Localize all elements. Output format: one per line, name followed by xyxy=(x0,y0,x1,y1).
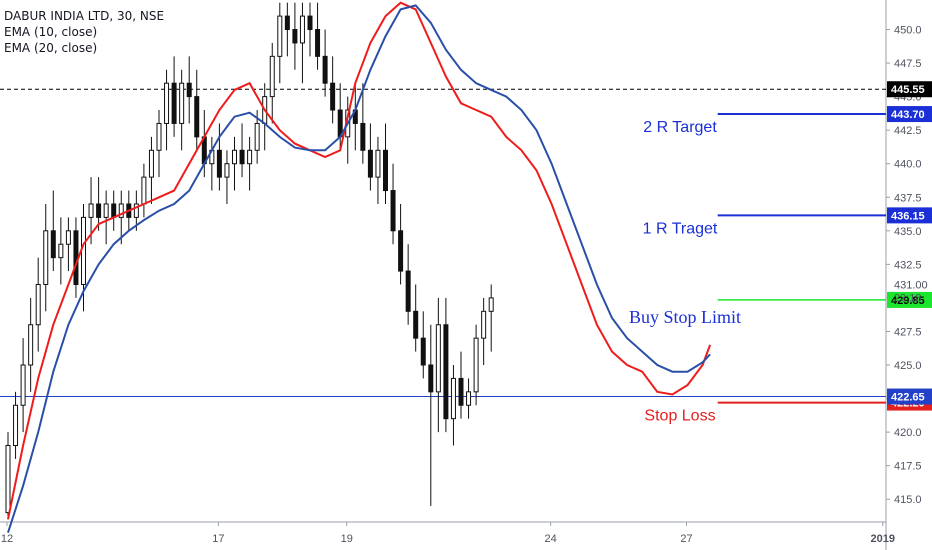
candle-body xyxy=(224,163,230,178)
candle-body xyxy=(194,96,200,138)
price-tick-label: 415.0 xyxy=(894,494,922,506)
candle-body xyxy=(247,149,253,165)
price-tick-label: 437.5 xyxy=(894,192,922,204)
countdown-label: 23:18 xyxy=(894,292,922,304)
ema-line-slow xyxy=(7,4,711,534)
candle-body xyxy=(458,377,464,406)
candle-body xyxy=(481,310,487,339)
candle-body xyxy=(443,324,449,420)
candle-body xyxy=(428,364,434,393)
candle-body xyxy=(96,203,102,218)
candle-body xyxy=(111,203,117,218)
candle-body xyxy=(103,203,109,218)
price-tick-label: 442.5 xyxy=(894,125,922,137)
candle-body xyxy=(58,243,64,259)
level-label: Buy Stop Limit xyxy=(629,307,741,327)
candle-body xyxy=(398,230,404,272)
candle-body xyxy=(473,337,479,393)
time-tick-label: 24 xyxy=(544,533,556,545)
candle-body xyxy=(367,149,373,178)
candle-body xyxy=(179,82,185,124)
price-tick-label: 450.0 xyxy=(894,25,922,37)
level-label: 1 R Traget xyxy=(643,220,718,237)
candle-body xyxy=(171,82,177,124)
candle-body xyxy=(254,122,260,151)
candle-body xyxy=(299,15,305,44)
candle-body xyxy=(5,445,11,514)
dashed-line-price-tag: 445.55 xyxy=(891,84,925,96)
price-tick-label: 432.5 xyxy=(894,259,922,271)
price-tick-label: 447.5 xyxy=(894,58,922,70)
candle-body xyxy=(315,29,321,57)
candle-body xyxy=(216,149,222,178)
candle-body xyxy=(88,203,94,218)
level-label: Stop Loss xyxy=(644,408,715,425)
candle-body xyxy=(118,203,124,218)
candle-body xyxy=(164,82,170,124)
candle-body xyxy=(466,391,472,406)
candle-body xyxy=(284,15,290,31)
candle-body xyxy=(156,122,162,151)
time-tick-label: 2019 xyxy=(871,533,895,545)
level-label: 2 R Target xyxy=(643,119,717,136)
candle-body xyxy=(307,15,313,31)
buy-stop-price-tag: 429.85 xyxy=(891,295,925,307)
last-price-label: 431.00 xyxy=(894,279,928,291)
candle-body xyxy=(420,337,426,366)
level-price-tag: 443.70 xyxy=(891,109,925,121)
candle-body xyxy=(405,270,411,312)
candle-body xyxy=(43,230,49,285)
price-tick-label: 425.0 xyxy=(894,360,922,372)
horizontal-line-price-tag: 422.65 xyxy=(891,392,925,404)
candle-body xyxy=(73,230,79,285)
candle-body xyxy=(269,55,275,98)
candle-body xyxy=(35,283,41,326)
candle-body xyxy=(390,190,396,232)
candle-body xyxy=(488,297,494,312)
candle-body xyxy=(141,176,147,205)
horizontal-line-price-tag-bg xyxy=(887,388,932,405)
candle-body xyxy=(330,82,336,111)
candle-body xyxy=(239,149,245,165)
candle-body xyxy=(232,149,237,165)
candle-body xyxy=(292,29,298,44)
chart-legend: DABUR INDIA LTD, 30, NSE EMA (10, close)… xyxy=(4,8,164,56)
time-tick-label: 19 xyxy=(341,533,353,545)
candle-body xyxy=(322,55,328,84)
price-tick-label: 420.0 xyxy=(894,427,922,439)
candle-body xyxy=(383,149,388,192)
candle-body xyxy=(375,149,381,178)
ema-slow-label: EMA (20, close) xyxy=(4,41,98,55)
price-tick-label: 435.0 xyxy=(894,226,922,238)
candle-body xyxy=(186,82,192,98)
candle-body xyxy=(435,324,441,393)
candle-body xyxy=(360,122,366,151)
time-tick-label: 12 xyxy=(1,533,13,545)
time-tick-label: 27 xyxy=(680,533,692,545)
price-tick-label: 427.5 xyxy=(894,326,922,338)
level-price-tag-bg xyxy=(887,207,932,224)
symbol-title: DABUR INDIA LTD, 30, NSE xyxy=(4,9,165,23)
ema-line-fast xyxy=(7,1,712,520)
candle-body xyxy=(81,216,86,285)
candle-body xyxy=(65,230,71,245)
candle-body xyxy=(20,364,26,406)
ema-fast-label: EMA (10, close) xyxy=(4,25,98,39)
candle-body xyxy=(13,404,19,447)
time-tick-label: 17 xyxy=(212,533,224,545)
buy-stop-price-tag-bg xyxy=(887,291,932,308)
candle-body xyxy=(148,149,154,178)
price-tick-label: 417.5 xyxy=(894,461,922,473)
level-price-tag: 436.15 xyxy=(891,210,925,222)
candle-body xyxy=(50,230,56,259)
dashed-line-price-tag-bg xyxy=(887,81,932,98)
price-tick-label: 440.0 xyxy=(894,159,922,171)
candle-body xyxy=(277,15,283,57)
level-price-tag-bg xyxy=(887,106,932,123)
candle-body xyxy=(133,203,139,218)
candle-body xyxy=(413,310,419,339)
candle-body xyxy=(450,377,456,420)
candle-body xyxy=(28,324,34,366)
